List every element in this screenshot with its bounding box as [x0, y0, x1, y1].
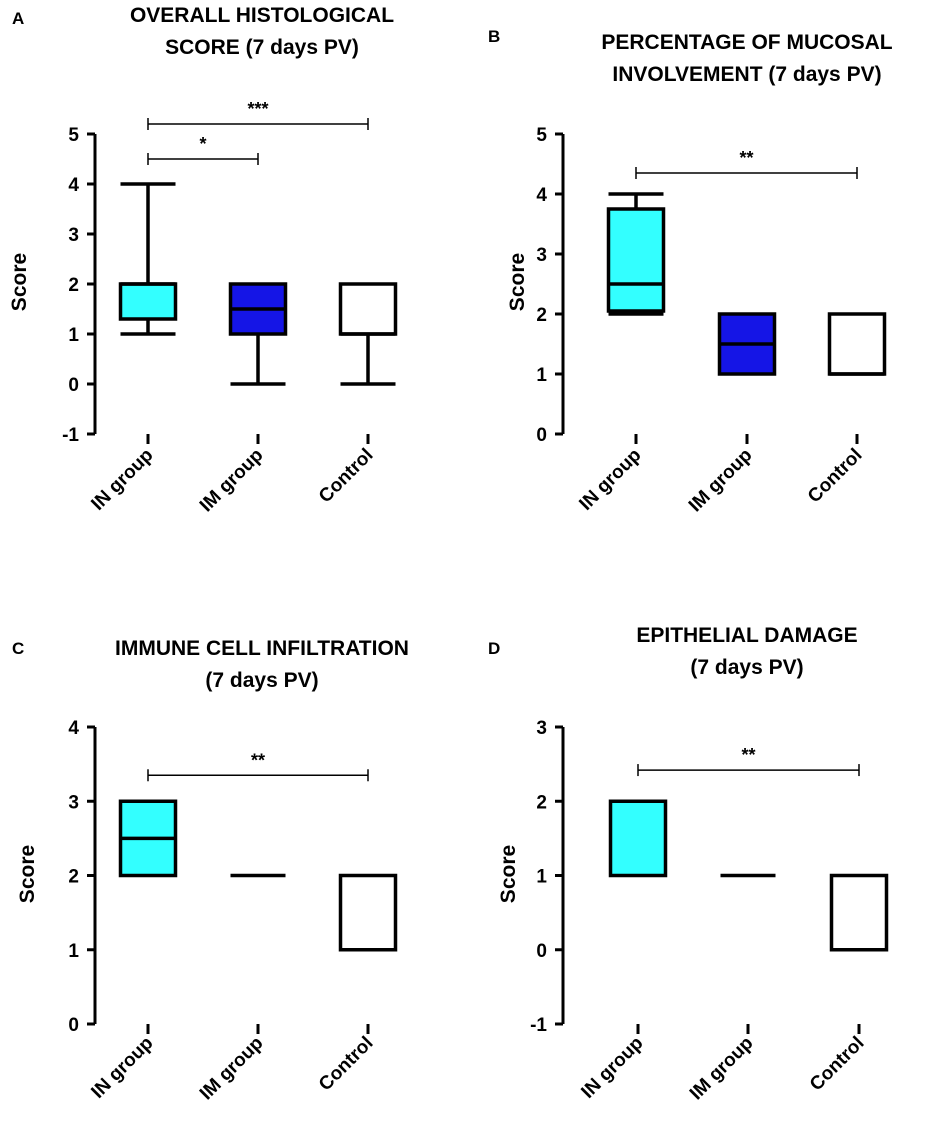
y-tick-label: 0	[536, 425, 547, 446]
significance-bracket: **	[147, 750, 369, 782]
y-tick-label: 3	[68, 792, 79, 813]
y-tick-label: 0	[536, 941, 547, 962]
significance-label: *	[199, 134, 206, 154]
box-rect	[608, 799, 668, 878]
y-tick-label: 3	[536, 245, 547, 266]
chart-title-line: EPITHELIAL DAMAGE	[636, 624, 857, 647]
panel-letter: D	[488, 639, 500, 658]
box-control	[827, 312, 887, 376]
x-tick-label: Control	[315, 445, 378, 508]
box-control	[829, 873, 889, 952]
y-tick-label: 1	[536, 867, 547, 888]
chart-title-line: INVOLVEMENT (7 days PV)	[612, 63, 881, 86]
y-tick-label: 0	[68, 1015, 79, 1036]
y-tick-label: 4	[68, 718, 79, 739]
significance-label: **	[739, 148, 753, 168]
y-axis-label: Score	[8, 253, 31, 311]
panel-b: B PERCENTAGE OF MUCOSAL INVOLVEMENT (7 day…	[488, 27, 893, 516]
panel-c: C IMMUNE CELL INFILTRATION (7 days PV) Scor…	[12, 637, 409, 1104]
significance-bracket: **	[637, 745, 860, 777]
box-rect	[338, 873, 398, 952]
y-tick-label: -1	[530, 1015, 547, 1036]
y-tick-label: 3	[536, 718, 547, 739]
box-in-group	[118, 799, 178, 878]
box-in-group	[608, 799, 668, 878]
y-tick-label: 1	[68, 325, 79, 346]
x-tick-label: Control	[315, 1033, 378, 1096]
box-in-group	[606, 192, 666, 316]
box-im-group	[717, 312, 777, 376]
box-control	[338, 282, 398, 386]
y-tick-label: 5	[536, 125, 547, 146]
panel-letter: A	[12, 9, 24, 28]
y-tick-label: 1	[68, 941, 79, 962]
box-im-group	[228, 282, 288, 386]
x-tick-label: IN group	[87, 445, 157, 515]
y-tick-label: -1	[62, 425, 79, 446]
x-tick-label: Control	[806, 1033, 869, 1096]
x-tick-label: IN group	[87, 1033, 157, 1103]
box-rect	[118, 282, 178, 321]
y-tick-label: 2	[68, 867, 79, 888]
significance-bracket: ***	[147, 99, 369, 130]
y-tick-label: 4	[68, 175, 79, 196]
x-tick-label: IN group	[577, 1033, 647, 1103]
x-tick-label: IM group	[685, 445, 757, 517]
chart-title-line: (7 days PV)	[205, 669, 318, 692]
box-rect	[827, 312, 887, 376]
y-tick-label: 3	[68, 225, 79, 246]
y-axis-label: Score	[497, 845, 520, 903]
y-tick-label: 1	[536, 365, 547, 386]
significance-label: **	[251, 750, 265, 770]
chart-title-line: SCORE (7 days PV)	[165, 36, 359, 59]
chart-title-line: PERCENTAGE OF MUCOSAL	[601, 31, 892, 54]
y-tick-label: 2	[536, 305, 547, 326]
y-axis-label: Score	[506, 253, 529, 311]
chart-title-line: IMMUNE CELL INFILTRATION	[115, 637, 409, 660]
significance-label: ***	[247, 99, 268, 119]
box-in-group	[118, 182, 178, 336]
y-tick-label: 2	[68, 275, 79, 296]
y-tick-label: 0	[68, 375, 79, 396]
panel-letter: B	[488, 27, 500, 46]
x-tick-label: Control	[804, 445, 867, 508]
y-tick-label: 5	[68, 125, 79, 146]
chart-title-line: (7 days PV)	[690, 656, 803, 679]
x-tick-label: IN group	[575, 445, 645, 515]
y-tick-label: 2	[536, 792, 547, 813]
chart-title-line: OVERALL HISTOLOGICAL	[130, 4, 394, 27]
y-axis-label: Score	[16, 845, 39, 903]
significance-bracket: *	[147, 134, 259, 165]
box-rect	[606, 207, 666, 313]
x-tick-label: IM group	[686, 1033, 758, 1105]
box-rect	[829, 873, 889, 952]
panel-d: D EPITHELIAL DAMAGE (7 days PV) Score -1 0 1 2 3…	[488, 624, 889, 1105]
panel-a: A OVERALL HISTOLOGICAL SCORE (7 days PV) Sc…	[8, 4, 398, 517]
y-tick-label: 4	[536, 185, 547, 206]
x-tick-label: IM group	[196, 1033, 268, 1105]
significance-bracket: **	[635, 148, 858, 179]
panel-letter: C	[12, 639, 24, 658]
box-rect	[338, 282, 398, 336]
box-control	[338, 873, 398, 952]
significance-label: **	[741, 745, 755, 765]
x-tick-label: IM group	[196, 445, 268, 517]
